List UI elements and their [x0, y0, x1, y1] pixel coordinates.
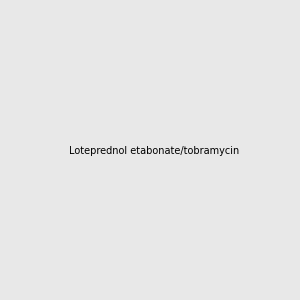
Text: Loteprednol etabonate/tobramycin: Loteprednol etabonate/tobramycin	[69, 146, 239, 157]
